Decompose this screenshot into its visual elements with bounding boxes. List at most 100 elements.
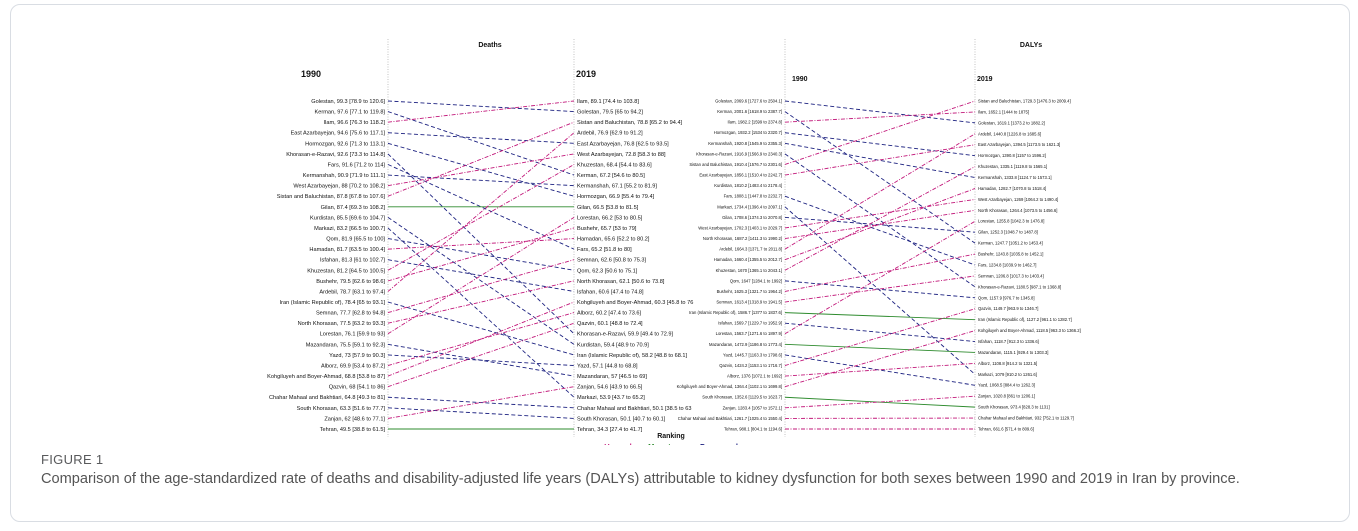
left-province-label: South Khorasan, 1352.6 [1129.5 to 1623.7… <box>702 395 782 400</box>
right-province-label: Sistan and Baluchistan, 1729.3 [1476.3 t… <box>978 98 1071 103</box>
legend-item-downward: Downward <box>700 442 738 445</box>
right-province-label: Qom, 62.3 [50.6 to 75.1] <box>577 268 638 274</box>
left-year-label: 1990 <box>301 69 321 79</box>
slope-charts: Deaths 1990 2019 Golestan, 99.3 [78.9 to 12… <box>267 39 1081 445</box>
right-province-label: Hamadan, 1282.7 [1070.8 to 1518.4] <box>978 186 1046 191</box>
right-province-label: Tehran, 34.3 [27.4 to 41.7] <box>577 427 643 433</box>
slope-line <box>784 220 976 335</box>
left-province-label: Qazvin, 1424.2 [1153.1 to 1716.7] <box>719 363 782 368</box>
right-province-label: Semnan, 1206.8 [1017.3 to 1403.4] <box>978 273 1044 278</box>
left-province-label: Qom, 81.9 [65.5 to 100] <box>326 237 385 243</box>
left-province-label: Golestan, 2069.6 [1727.6 to 2504.1] <box>715 98 782 103</box>
slope-line <box>387 322 575 388</box>
right-province-label: Fars, 1234.8 [1039.9 to 1462.7] <box>978 262 1036 267</box>
slope-line <box>784 142 976 178</box>
slope-line <box>784 133 976 250</box>
slope-line <box>387 238 575 250</box>
slope-line <box>784 209 976 239</box>
right-province-label: West Azarbayejan, 1269 [1064.2 to 1490.4… <box>978 197 1058 202</box>
slope-line <box>387 227 575 282</box>
left-province-label: East Azarbayejan, 1856.1 [1510.4 to 2242… <box>699 173 782 178</box>
slope-line <box>387 354 575 366</box>
left-province-label: Tehran, 988.1 [804.1 to 1194.6] <box>724 426 782 431</box>
right-province-label: East Azarbayejan, 76.8 [62.5 to 93.5] <box>577 141 669 147</box>
right-province-label: Hormozgan, 1390.8 [1157 to 1596.2] <box>978 153 1046 158</box>
slope-line <box>784 354 976 386</box>
right-province-label: Iran (Islamic Republic of), 1127.2 [961.… <box>978 317 1072 322</box>
left-province-label: Markazi, 83.2 [66.5 to 100.7] <box>314 226 385 232</box>
figure-frame: Deaths 1990 2019 Golestan, 99.3 [78.9 to 12… <box>10 4 1350 522</box>
right-province-label: East Azarbayejan, 1394.5 [1173.5 to 1621… <box>978 142 1060 147</box>
legend-item-monotone: Monotone <box>648 442 684 445</box>
left-province-label: Kerman, 2001.6 [1618.9 to 2387.7] <box>717 109 782 114</box>
right-province-label: Qazvin, 60.1 [48.8 to 72.4] <box>577 321 643 327</box>
right-province-label: North Khorasan, 1264.4 [1073.5 to 1456.6… <box>978 208 1057 213</box>
slope-line <box>387 217 575 345</box>
slope-line <box>784 343 976 353</box>
left-province-label: Sistan and Baluchistan, 87.8 [67.8 to 10… <box>277 194 386 200</box>
left-province-label: Ardebil, 1664.3 [1371.7 to 2011.8] <box>719 247 782 252</box>
slope-line <box>784 362 976 377</box>
right-province-label: Golestan, 79.5 [65 to 94.2] <box>577 110 643 116</box>
slope-line <box>784 253 976 292</box>
left-province-label: West Azarbayejan, 88 [70.2 to 108.2] <box>293 184 385 190</box>
slope-line <box>387 164 575 250</box>
left-province-label: Semnan, 1613.4 [1318.9 to 1941.5] <box>716 300 782 305</box>
slope-line <box>784 308 976 366</box>
right-province-label: Mazandaran, 1115.1 [929.4 to 1303.3] <box>978 350 1048 355</box>
right-province-label: Bushehr, 65.7 [53 to 79] <box>577 226 637 232</box>
left-province-label: Sistan and Baluchistan, 1910.4 [1576.7 t… <box>689 162 782 167</box>
left-province-label: Kurdistan, 85.5 [69.6 to 104.7] <box>310 215 385 221</box>
figure-caption: Comparison of the age-standardized rate … <box>41 471 1240 487</box>
left-province-label: Hamadan, 81.7 [63.5 to 100.4] <box>309 247 385 253</box>
right-province-label: South Khorasan, 973.4 [828.3 to 1131] <box>978 405 1050 410</box>
right-province-label: Alborz, 1108.8 [914.2 to 1321.5] <box>978 361 1037 366</box>
left-province-label: Golestan, 99.3 [78.9 to 120.6] <box>311 99 385 105</box>
slope-line <box>784 111 976 123</box>
left-province-label: Yazd, 1445.7 [1163.3 to 1798.6] <box>723 352 782 357</box>
slope-line <box>387 386 575 419</box>
left-province-label: Kermanshah, 1920.8 [1545.9 to 2355.3] <box>708 141 782 146</box>
right-province-label: Khuzestan, 1335.1 [1119.8 to 1565.1] <box>978 164 1047 169</box>
slope-line <box>784 322 976 342</box>
left-province-label: Ardebil, 78.7 [63.1 to 97.4] <box>319 289 385 295</box>
left-province-label: Gilan, 1708.6 [1374.3 to 2070.8] <box>722 215 782 220</box>
slope-line <box>784 144 976 176</box>
slope-line <box>387 132 575 144</box>
slope-line <box>784 195 976 266</box>
right-province-label: Semnan, 62.6 [50.8 to 75.3] <box>577 258 646 264</box>
left-province-label: Iran (Islamic Republic of), 1586.7 [1377… <box>689 310 782 315</box>
right-province-label: Ilam, 1652.1 [1444 to 1875] <box>978 109 1029 114</box>
right-province-label: Kohgiluyeh and Boyer-Ahmad, 1118.5 [963.… <box>978 328 1081 333</box>
left-province-label: Semnan, 77.7 [62.8 to 94.8] <box>316 311 385 317</box>
left-province-label: Qazvin, 68 [54.1 to 86] <box>329 385 386 391</box>
left-province-label: Khorasan-e-Razavi, 92.6 [73.3 to 114.8] <box>286 152 385 158</box>
slope-line <box>784 206 976 375</box>
left-province-label: West Azarbayejan, 1702.3 [1403.1 to 2029… <box>698 225 782 230</box>
slope-line <box>387 100 575 123</box>
right-province-label: Gilan, 66.5 [53.8 to 81.5] <box>577 205 639 211</box>
panel-title: Deaths <box>478 42 501 49</box>
left-province-label: Alborz, 1376 [1072.1 to 1692] <box>727 374 782 379</box>
right-province-label: Kermanshah, 1333.8 [1124.7 to 1573.1] <box>978 175 1052 180</box>
slope-line <box>387 301 575 377</box>
right-province-label: Ardebil, 76.9 [62.9 to 91.2] <box>577 131 643 137</box>
slope-line <box>784 100 976 124</box>
slope-line <box>387 227 575 398</box>
left-province-label: Isfahan, 1569.7 [1229.7 to 1952.9] <box>718 321 782 326</box>
slope-line <box>784 188 976 261</box>
right-province-label: Mazandaran, 57 [46.5 to 69] <box>577 374 647 380</box>
right-province-label: Sistan and Baluchistan, 78.8 [65.2 to 94… <box>577 120 683 126</box>
left-province-label: Zanjan, 1283.4 [1057 to 1572.1] <box>723 405 782 410</box>
left-province-label: Bushehr, 79.5 [62.6 to 98.6] <box>316 279 385 285</box>
right-province-label: Kurdistan, 59.4 [48.9 to 70.9] <box>577 342 649 348</box>
right-province-label: Markazi, 53.9 [43.7 to 65.2] <box>577 395 645 401</box>
slope-line <box>387 153 575 335</box>
slope-line <box>784 111 976 244</box>
slope-line <box>784 153 976 288</box>
left-province-label: Lorestan, 76.1 [59.9 to 93] <box>320 332 386 338</box>
right-province-label: Iran (Islamic Republic of), 58.2 [48.8 t… <box>577 353 688 359</box>
left-province-label: Kohgiluyeh and Boyer-Ahmad, 68.8 [53.8 t… <box>267 374 385 380</box>
right-province-label: Chahar Mahaal and Bakhtiari, 50.1 [38.5 … <box>577 406 691 412</box>
slope-line <box>387 121 575 197</box>
